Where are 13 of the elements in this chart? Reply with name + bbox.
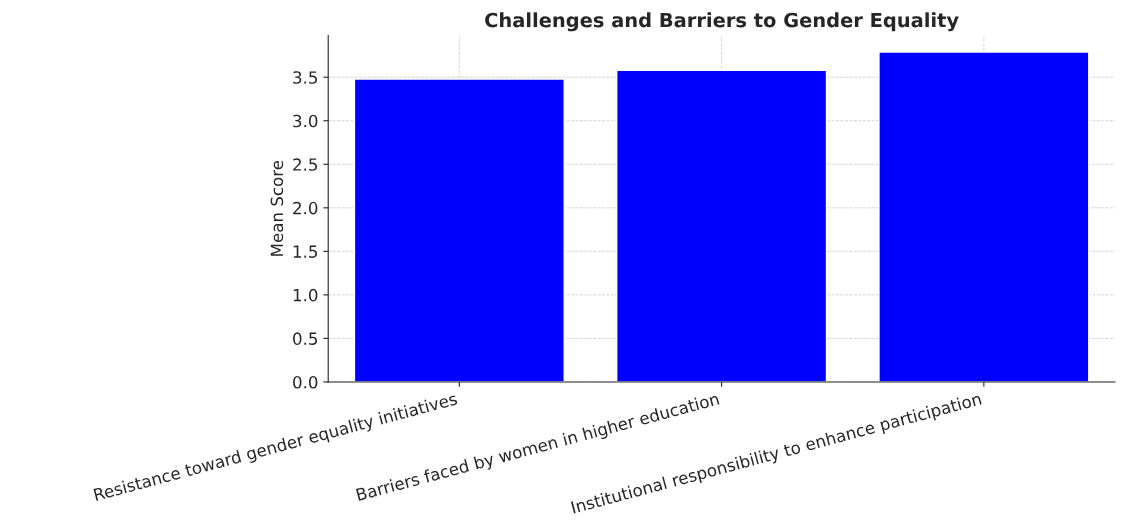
y-tick-label: 2.0 <box>293 201 318 215</box>
y-tick-label: 0.0 <box>293 375 318 389</box>
y-axis-title: Mean Score <box>270 160 284 256</box>
y-tick-label: 1.5 <box>293 245 318 258</box>
y-tick-label: 1.0 <box>293 288 318 302</box>
bar <box>616 69 828 382</box>
y-tick-label: 0.5 <box>293 332 318 345</box>
y-tick-label: 2.5 <box>293 158 318 171</box>
chart-title: Challenges and Barriers to Gender Equality <box>485 12 959 32</box>
y-tick-label: 3.5 <box>293 71 318 84</box>
bar <box>353 78 565 382</box>
y-tick-label: 3.0 <box>293 114 318 128</box>
bar <box>878 51 1090 382</box>
